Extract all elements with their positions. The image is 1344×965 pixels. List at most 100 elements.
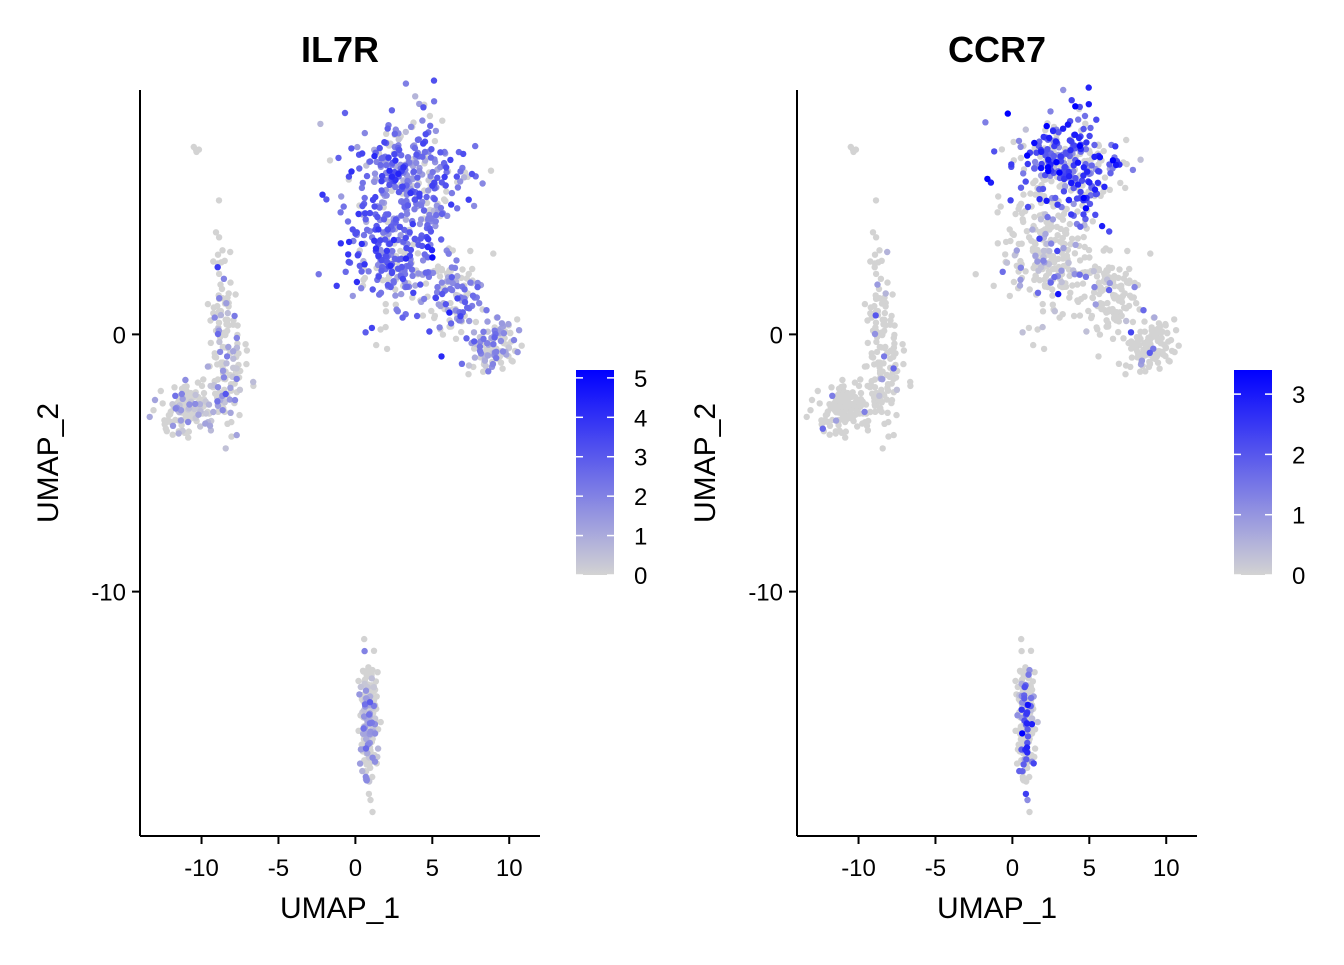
- cell-point: [463, 335, 470, 342]
- cell-point: [1031, 139, 1038, 147]
- cell-point: [1024, 796, 1031, 804]
- cell-point: [1068, 97, 1075, 104]
- cell-point: [365, 711, 373, 718]
- cell-point: [362, 687, 370, 694]
- cell-point: [177, 417, 185, 424]
- cell-point: [1084, 168, 1091, 175]
- cell-point: [1056, 169, 1063, 176]
- cell-point: [461, 298, 469, 306]
- cell-point: [359, 179, 366, 187]
- cell-point: [1043, 197, 1050, 204]
- cell-point: [1128, 294, 1135, 301]
- cell-point: [447, 285, 454, 292]
- cell-point: [1118, 295, 1125, 302]
- cell-point: [370, 684, 377, 691]
- cell-point: [348, 145, 355, 152]
- cell-point: [355, 210, 362, 218]
- y-tick-label: 0: [770, 322, 783, 349]
- cell-point: [411, 235, 418, 243]
- cell-point: [348, 168, 355, 175]
- cell-point: [1019, 730, 1026, 737]
- cell-point: [510, 336, 518, 344]
- cell-point: [1024, 203, 1032, 211]
- cell-point: [899, 341, 906, 348]
- cell-point: [449, 279, 456, 287]
- cell-point: [1076, 257, 1084, 264]
- y-tick-label: 0: [113, 322, 126, 349]
- x-axis-title: UMAP_1: [937, 892, 1057, 925]
- cell-point: [179, 395, 186, 403]
- cell-point: [1045, 156, 1052, 163]
- cell-point: [1006, 292, 1013, 300]
- cell-point: [1157, 330, 1165, 337]
- cell-point: [426, 328, 433, 335]
- cell-point: [887, 317, 894, 324]
- cell-point: [1004, 110, 1011, 117]
- cell-point: [1131, 283, 1138, 291]
- cell-point: [466, 317, 473, 325]
- cell-point: [907, 382, 914, 390]
- cell-point: [1076, 142, 1084, 150]
- cell-point: [372, 245, 380, 252]
- cell-point: [1020, 170, 1027, 177]
- cell-point: [500, 330, 508, 337]
- cell-point: [374, 213, 381, 221]
- cell-point: [1133, 347, 1141, 355]
- cell-point: [388, 173, 396, 180]
- cell-point: [1045, 167, 1052, 175]
- cell-point: [1074, 159, 1082, 166]
- cell-point: [404, 154, 412, 161]
- cell-point: [413, 312, 421, 320]
- cell-point: [428, 246, 436, 254]
- cell-point: [885, 418, 892, 426]
- cell-point: [1039, 300, 1046, 308]
- cell-point: [411, 206, 418, 213]
- cell-point: [1085, 246, 1093, 254]
- cell-point: [1129, 166, 1137, 174]
- cell-point: [484, 340, 491, 347]
- cell-point: [390, 278, 397, 285]
- cell-point: [1137, 156, 1144, 163]
- cell-point: [1080, 211, 1087, 218]
- cell-point: [1020, 761, 1027, 768]
- cell-point: [1007, 197, 1014, 204]
- cell-point: [403, 210, 411, 217]
- cell-point: [360, 276, 367, 283]
- cell-point: [384, 226, 391, 233]
- cell-point: [814, 387, 821, 395]
- cell-point: [1014, 712, 1021, 719]
- cell-point: [171, 384, 178, 391]
- cell-point: [1039, 323, 1046, 331]
- cell-point: [373, 341, 380, 349]
- cell-point: [1151, 314, 1158, 321]
- cell-point: [454, 184, 462, 191]
- cell-point: [1048, 240, 1055, 247]
- cell-point: [803, 413, 810, 421]
- cell-point: [871, 384, 879, 391]
- cell-point: [890, 431, 897, 439]
- cell-point: [412, 282, 419, 289]
- cell-point: [853, 408, 861, 415]
- cell-point: [368, 675, 375, 682]
- cell-point: [480, 335, 487, 343]
- cell-point: [383, 130, 390, 137]
- cell-point: [375, 252, 382, 259]
- cell-point: [1049, 286, 1056, 293]
- cell-point: [1041, 281, 1049, 289]
- cell-point: [363, 172, 371, 180]
- cell-point: [191, 405, 198, 413]
- cell-point: [1085, 84, 1092, 91]
- colorbar-tick-label: 5: [634, 366, 647, 393]
- cell-point: [1105, 308, 1113, 315]
- cell-point: [1053, 159, 1060, 166]
- cell-point: [1100, 147, 1107, 155]
- cell-point: [233, 375, 240, 383]
- cell-point: [1088, 162, 1096, 169]
- cell-point: [342, 268, 349, 275]
- cell-point: [1133, 300, 1140, 307]
- cell-point: [362, 329, 369, 336]
- cell-point: [1024, 726, 1031, 733]
- cell-point: [1106, 279, 1114, 287]
- cell-point: [214, 330, 222, 338]
- cell-point: [375, 226, 382, 233]
